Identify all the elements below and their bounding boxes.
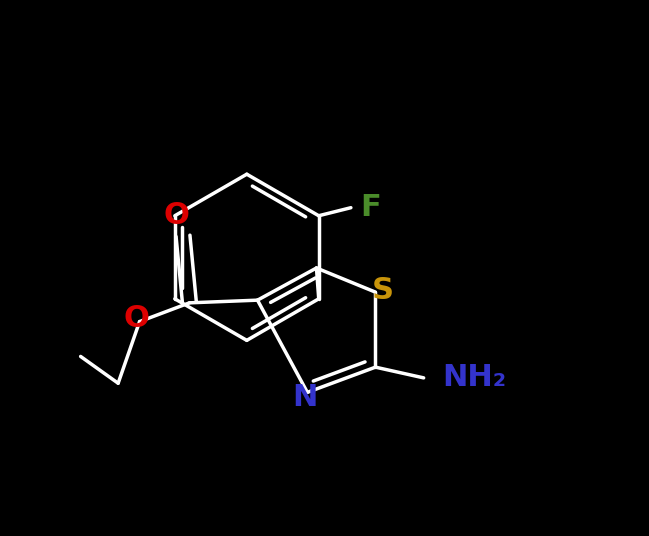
Text: O: O	[164, 202, 190, 230]
Text: N: N	[292, 383, 317, 412]
Text: O: O	[124, 304, 150, 333]
Text: NH₂: NH₂	[443, 363, 507, 392]
Text: S: S	[371, 276, 393, 305]
Text: F: F	[361, 193, 381, 222]
